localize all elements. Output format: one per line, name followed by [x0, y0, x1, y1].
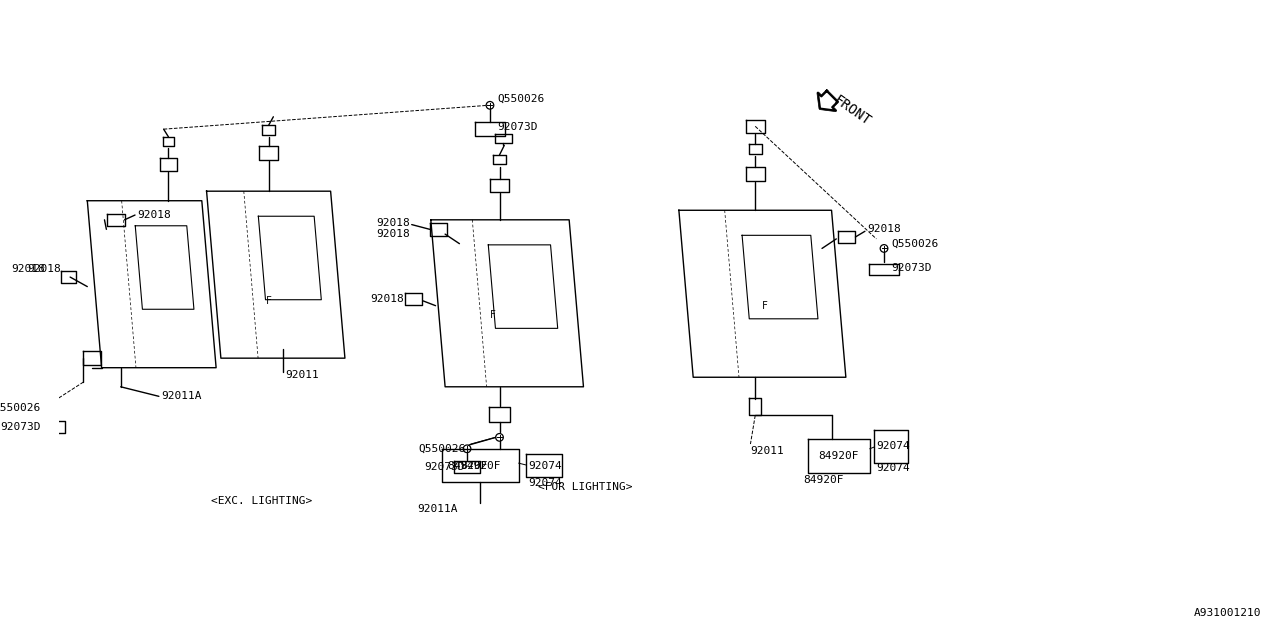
Text: 92073D: 92073D: [892, 262, 932, 273]
Text: 92011A: 92011A: [161, 391, 201, 401]
Text: 92074: 92074: [877, 442, 910, 451]
Polygon shape: [818, 91, 837, 111]
Text: 92018: 92018: [370, 294, 404, 304]
Text: F: F: [266, 296, 271, 306]
Text: 84920F: 84920F: [461, 461, 500, 470]
Text: 92074: 92074: [529, 461, 562, 470]
Text: Q550026: Q550026: [892, 239, 940, 249]
Text: A931001210: A931001210: [1193, 608, 1261, 618]
Text: FRONT: FRONT: [831, 93, 873, 129]
Text: Q550026: Q550026: [417, 444, 465, 454]
Text: 84920F: 84920F: [818, 451, 859, 461]
Text: 92018: 92018: [137, 210, 170, 220]
Text: 84920F: 84920F: [447, 461, 488, 470]
Text: <FOR LIGHTING>: <FOR LIGHTING>: [538, 482, 632, 492]
Text: <EXC. LIGHTING>: <EXC. LIGHTING>: [211, 496, 312, 506]
Text: 92073D: 92073D: [425, 462, 465, 472]
Text: F: F: [490, 310, 495, 320]
Text: 92073D: 92073D: [0, 422, 41, 432]
Text: 92011: 92011: [750, 445, 785, 456]
Text: 92018: 92018: [12, 264, 45, 275]
Text: 92018: 92018: [376, 229, 410, 239]
Text: 92073D: 92073D: [498, 122, 538, 132]
Text: 84920F: 84920F: [803, 476, 844, 485]
Text: Q550026: Q550026: [0, 403, 41, 413]
Text: 92011A: 92011A: [417, 504, 458, 514]
Text: F: F: [762, 301, 768, 310]
Text: Q550026: Q550026: [498, 93, 545, 104]
Text: 92074: 92074: [877, 463, 910, 473]
Text: 92018: 92018: [376, 218, 410, 228]
Text: 92018: 92018: [867, 225, 901, 234]
Text: 92018: 92018: [27, 264, 60, 275]
Text: 92011: 92011: [285, 371, 319, 380]
Text: 92074: 92074: [529, 478, 562, 488]
